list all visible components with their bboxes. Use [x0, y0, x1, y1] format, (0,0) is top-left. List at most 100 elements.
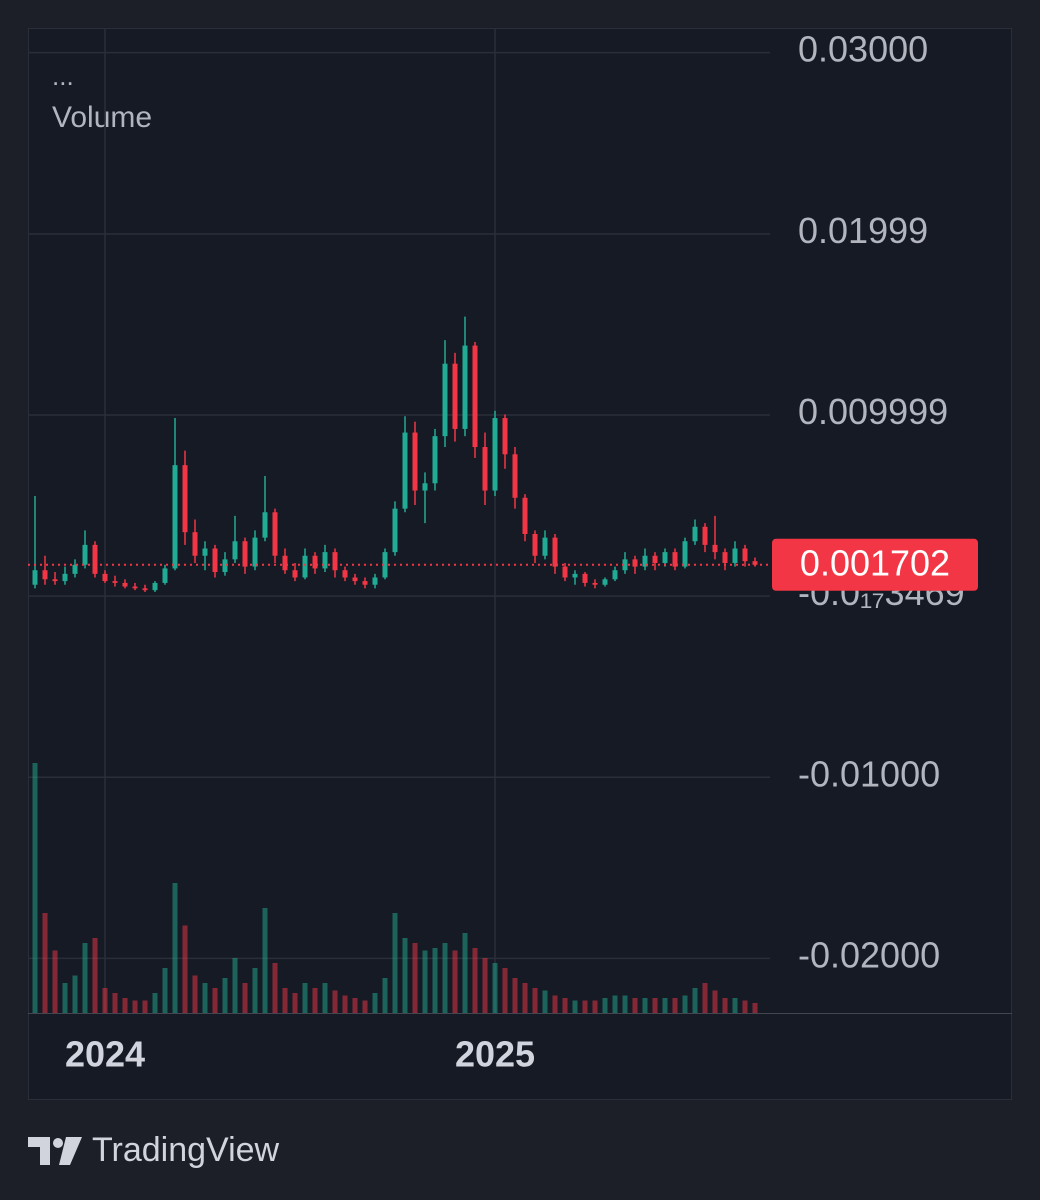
- volume-bar: [512, 978, 518, 1013]
- candle-body: [722, 552, 728, 563]
- candle-body: [292, 570, 298, 578]
- candle-body: [662, 552, 668, 563]
- x-tick-label: 2025: [455, 1034, 535, 1075]
- volume-bar: [522, 983, 528, 1013]
- candle-body: [652, 555, 658, 563]
- volume-bar: [362, 1000, 368, 1013]
- candle-body: [702, 526, 708, 545]
- volume-bar: [232, 958, 238, 1013]
- candle-body: [732, 548, 738, 563]
- candle-body: [72, 564, 78, 574]
- candle-body: [362, 581, 368, 585]
- last-price-label: 0.001702: [800, 542, 950, 583]
- volume-bar: [112, 993, 118, 1013]
- volume-bar: [632, 998, 638, 1013]
- volume-bar: [462, 933, 468, 1013]
- candle-body: [62, 573, 68, 582]
- candle-body: [592, 582, 598, 585]
- volume-bar: [382, 978, 388, 1013]
- volume-bar: [402, 938, 408, 1013]
- candle-body: [572, 573, 578, 578]
- candle-body: [202, 548, 208, 556]
- volume-bar: [242, 983, 248, 1013]
- candle-body: [542, 537, 548, 556]
- candle-body: [492, 418, 498, 491]
- volume-bar: [492, 963, 498, 1013]
- branding: TradingView: [92, 1131, 280, 1169]
- volume-bar: [702, 983, 708, 1013]
- candle-body: [32, 570, 38, 585]
- volume-bar: [172, 883, 178, 1013]
- candle-body: [302, 555, 308, 578]
- last-price-box: [772, 538, 978, 591]
- volume-bar: [572, 1000, 578, 1013]
- candle-body: [212, 548, 218, 573]
- logo-slash: [59, 1137, 82, 1165]
- candle-body: [222, 559, 228, 573]
- y-tick-label: -0.01000: [798, 753, 940, 794]
- logo-dot: [53, 1138, 63, 1148]
- candle-body: [402, 432, 408, 509]
- candle-body: [82, 544, 88, 565]
- candle-body: [632, 559, 638, 567]
- volume-bar: [202, 983, 208, 1013]
- candle-body: [502, 418, 508, 455]
- candle-body: [562, 566, 568, 578]
- volume-bar: [732, 998, 738, 1013]
- volume-bar: [212, 988, 218, 1013]
- candle-body: [102, 573, 108, 582]
- volume-bar: [122, 998, 128, 1013]
- volume-bar: [142, 1000, 148, 1013]
- volume-bar: [42, 913, 48, 1013]
- candle-body: [162, 568, 168, 583]
- candle-body: [92, 544, 98, 574]
- volume-bar: [262, 908, 268, 1013]
- candle-body: [752, 561, 758, 565]
- volume-bar: [32, 763, 38, 1013]
- logo-mark: [28, 1137, 50, 1165]
- y-tick-label: -0.02000: [798, 934, 940, 975]
- volume-bar: [752, 1003, 758, 1013]
- candle-body: [512, 454, 518, 498]
- candle-body: [452, 363, 458, 429]
- candle-body: [42, 570, 48, 580]
- volume-bar: [252, 968, 258, 1013]
- volume-bar: [132, 1000, 138, 1013]
- candle-body: [232, 541, 238, 560]
- volume-bar: [602, 998, 608, 1013]
- logo: [28, 1137, 82, 1165]
- candle-body: [672, 552, 678, 567]
- volume-bar: [272, 963, 278, 1013]
- volume-bar: [452, 950, 458, 1013]
- candle-body: [272, 512, 278, 556]
- volume-bar: [472, 948, 478, 1013]
- y-tick-label: 0.01999: [798, 210, 928, 251]
- candle-body: [392, 508, 398, 553]
- volume-bar: [82, 943, 88, 1013]
- candle-body: [642, 555, 648, 567]
- volume-bar: [222, 978, 228, 1013]
- x-tick-label: 2024: [65, 1034, 145, 1075]
- candle-body: [442, 363, 448, 437]
- candle-body: [172, 465, 178, 569]
- candle-body: [122, 582, 128, 587]
- volume-bar: [672, 998, 678, 1013]
- candle-body: [422, 483, 428, 491]
- volume-bar: [322, 983, 328, 1013]
- volume-bar: [352, 998, 358, 1013]
- volume-bar: [422, 950, 428, 1013]
- candle-body: [142, 588, 148, 591]
- volume-bar: [392, 913, 398, 1013]
- volume-bar: [442, 943, 448, 1013]
- volume-bar: [412, 943, 418, 1013]
- candle-body: [382, 552, 388, 578]
- volume-bar: [342, 995, 348, 1013]
- candle-body: [252, 537, 258, 567]
- volume-bar: [592, 1000, 598, 1013]
- menu-label[interactable]: ...: [52, 61, 74, 91]
- volume-bar: [622, 995, 628, 1013]
- volume-bar: [612, 995, 618, 1013]
- candle-body: [412, 432, 418, 491]
- candle-body: [462, 345, 468, 429]
